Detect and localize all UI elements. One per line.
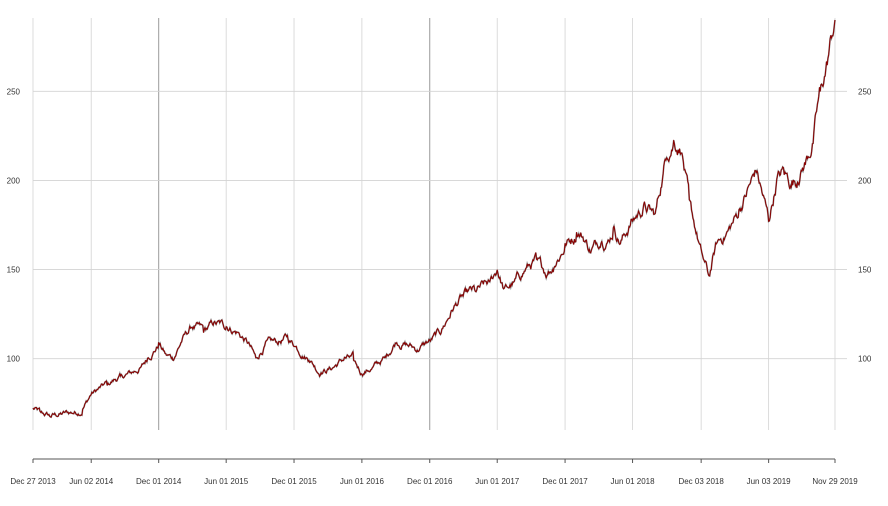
x-tick-label: Dec 03 2018	[678, 477, 724, 486]
x-tick-label: Jun 01 2015	[204, 477, 249, 486]
x-tick-label: Dec 01 2017	[542, 477, 588, 486]
y-axis-right-labels: 100 150 200 250	[858, 87, 872, 363]
x-tick-label: Jun 02 2014	[69, 477, 114, 486]
x-tick-label: Dec 01 2015	[271, 477, 317, 486]
y-axis-left-labels: 100 150 200 250	[7, 87, 21, 363]
x-tick-label: Jun 03 2019	[747, 477, 792, 486]
series-line-shadow	[32, 19, 836, 419]
series-layer	[32, 19, 836, 419]
y-tick-label-left: 150	[7, 266, 21, 275]
y-tick-label-right: 200	[858, 176, 872, 185]
x-axis-labels: Dec 27 2013 Jun 02 2014 Dec 01 2014 Jun 01 …	[10, 477, 858, 486]
gridlines	[32, 18, 847, 430]
y-tick-label-right: 100	[858, 355, 872, 364]
y-tick-label-right: 150	[858, 266, 872, 275]
x-axis-ticks	[32, 459, 836, 463]
x-tick-label: Jun 01 2017	[475, 477, 520, 486]
y-tick-label-left: 250	[7, 87, 21, 96]
series-line-0	[32, 19, 836, 418]
x-tick-label: Dec 01 2016	[407, 477, 453, 486]
x-tick-label: Jun 01 2018	[611, 477, 656, 486]
x-tick-label: Jun 01 2016	[340, 477, 385, 486]
x-tick-label: Nov 29 2019	[812, 477, 858, 486]
y-tick-label-right: 250	[858, 87, 872, 96]
x-tick-label: Dec 27 2013	[10, 477, 56, 486]
y-tick-label-left: 100	[7, 355, 21, 364]
x-tick-label: Dec 01 2014	[136, 477, 182, 486]
y-tick-label-left: 200	[7, 176, 21, 185]
